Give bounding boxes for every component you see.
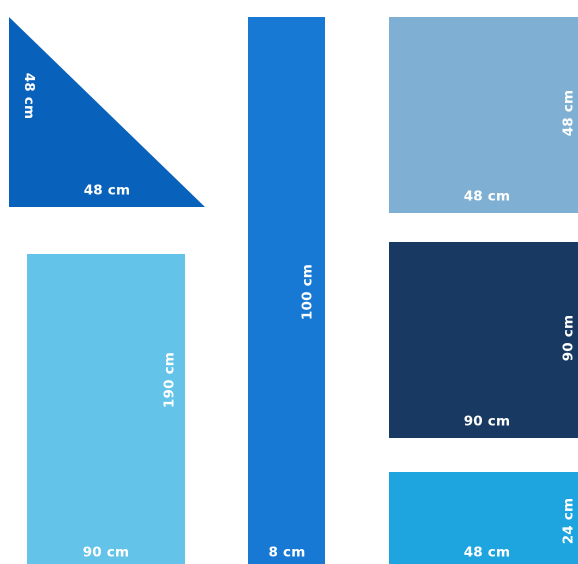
triangle-width-label: 48 cm	[83, 182, 131, 199]
tall-strip-width-label: 8 cm	[268, 544, 306, 561]
large-rect-piece	[27, 254, 185, 564]
large-rect-width-label: 90 cm	[82, 544, 130, 561]
tall-strip-height-label: 100 cm	[299, 263, 316, 321]
tall-strip-piece	[248, 17, 325, 564]
dark-square-height-label: 90 cm	[560, 314, 577, 362]
light-square-piece	[389, 17, 578, 213]
small-rect-width-label: 48 cm	[463, 544, 511, 561]
triangle-height-label: 48 cm	[20, 72, 37, 120]
triangle-shape	[9, 17, 205, 207]
light-square-width-label: 48 cm	[463, 188, 511, 205]
small-rect-height-label: 24 cm	[560, 497, 577, 545]
small-rect-piece	[389, 472, 578, 564]
large-rect-height-label: 190 cm	[161, 351, 178, 409]
light-square-height-label: 48 cm	[560, 89, 577, 137]
dark-square-width-label: 90 cm	[463, 413, 511, 430]
dark-square-piece	[389, 242, 578, 438]
